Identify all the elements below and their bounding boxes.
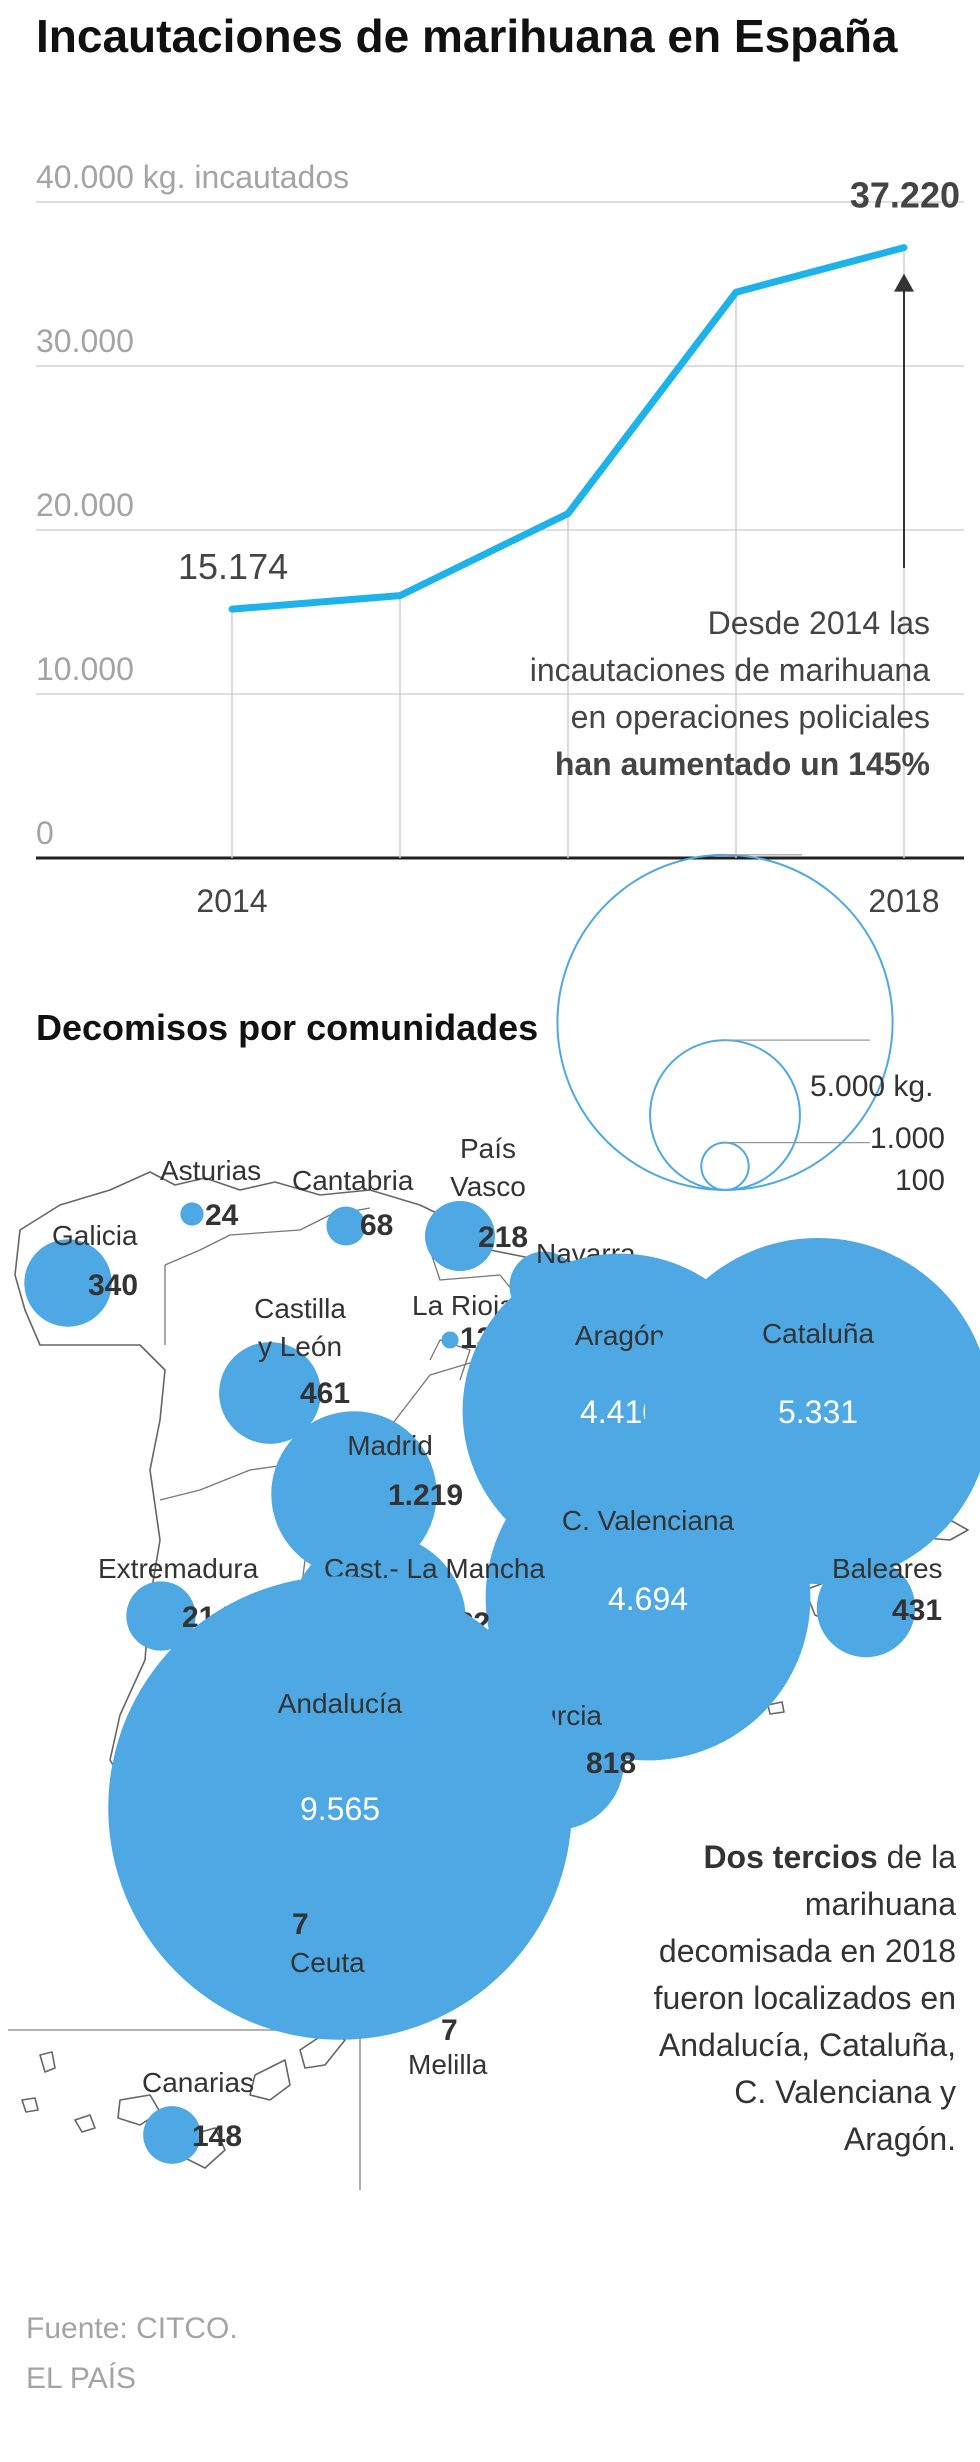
y-tick-label: 10.000: [36, 651, 134, 687]
region-value: 68: [360, 1209, 393, 1242]
bubble-país-vasco: [425, 1201, 495, 1271]
bubble-galicia: [24, 1239, 112, 1327]
region-value: 461: [300, 1377, 350, 1410]
region-name: Extremadura: [98, 1553, 259, 1584]
region-value: 5.331: [778, 1394, 858, 1430]
x-tick-label: 2018: [868, 883, 939, 919]
bubble-canarias: [143, 2106, 201, 2164]
region-value: 1.219: [388, 1479, 463, 1512]
summary-note: Dos tercios de la marihuana decomisada en…: [654, 1839, 957, 2157]
bubble-cantabria: [326, 1206, 366, 1246]
region-value: 218: [478, 1221, 528, 1254]
bubble-melilla: [448, 1968, 462, 1982]
region-value: 9.565: [300, 1791, 380, 1827]
arrow-head: [894, 273, 914, 292]
note-bold: Dos tercios: [703, 1839, 877, 1875]
region-value: 7: [441, 2014, 458, 2047]
region-name: Andalucía: [278, 1688, 403, 1719]
bubble-asturias: [180, 1202, 204, 1226]
region-name: Madrid: [347, 1430, 433, 1461]
region-name: y León: [258, 1331, 342, 1362]
annotation-bold-line: han aumentado un 145%: [555, 746, 930, 782]
region-value: 431: [892, 1594, 942, 1627]
bubble-legend: 5.000 kg. 1.000 100: [556, 853, 945, 1197]
region-bubbles: Galicia 340 Asturias 24 Cantabria 68 País Vasco…: [24, 1133, 980, 2164]
end-value-label: 37.220: [850, 175, 960, 216]
legend-label: 1.000: [870, 1122, 945, 1155]
bubble-extremadura: [126, 1581, 196, 1651]
note-line: C. Valenciana y: [734, 2074, 956, 2110]
y-tick-label: 20.000: [36, 487, 134, 523]
bubble-castilla-y-león: [219, 1342, 321, 1444]
bubble-ceuta: [258, 1919, 272, 1933]
legend-label: 5.000 kg.: [810, 1070, 933, 1103]
region-value: 818: [586, 1747, 636, 1780]
region-name: Aragón: [575, 1320, 665, 1351]
legend-label: 100: [895, 1164, 945, 1197]
legend-circle: [700, 1141, 750, 1192]
region-value: 340: [88, 1269, 138, 1302]
y-tick-label: 0: [36, 815, 54, 851]
note-first-rest: de la: [878, 1839, 956, 1875]
region-name: Galicia: [52, 1220, 138, 1251]
annotation-line: Desde 2014 las: [708, 605, 930, 641]
line-chart: 40.000 kg. incautados 30.000 20.000 10.000 0…: [36, 159, 964, 919]
annotation-line: incautaciones de marihuana: [530, 652, 930, 688]
region-value: 7: [292, 1908, 309, 1941]
note-first-line: Dos tercios de la: [703, 1839, 956, 1875]
region-name: País: [460, 1133, 516, 1164]
region-name: C. Valenciana: [562, 1505, 735, 1536]
note-line: fueron localizados en: [654, 1980, 956, 2016]
legend-circle: [649, 1039, 801, 1192]
bubble-madrid: [271, 1411, 437, 1577]
x-tick-label: 2014: [196, 883, 267, 919]
region-value: 148: [192, 2120, 242, 2153]
note-line: marihuana: [805, 1886, 956, 1922]
region-value: 24: [205, 1199, 239, 1232]
legend-circle: [556, 853, 894, 1192]
y-tick-label: 40.000 kg. incautados: [36, 159, 349, 195]
note-line: Andalucía, Cataluña,: [659, 2027, 956, 2063]
page-title: Incautaciones de marihuana en España: [36, 10, 898, 62]
region-name: Cataluña: [762, 1318, 875, 1349]
region-name: Asturias: [160, 1155, 261, 1186]
region-value: 4.694: [608, 1581, 688, 1617]
regions-subtitle: Decomisos por comunidades: [36, 1007, 538, 1048]
note-line: decomisada en 2018: [659, 1933, 956, 1969]
region-name: Castilla: [254, 1293, 346, 1324]
bubble-c-valenciana: [485, 1435, 811, 1761]
publisher-line: EL PAÍS: [26, 2362, 136, 2395]
source-line: Fuente: CITCO.: [26, 2312, 238, 2345]
region-name: Vasco: [450, 1171, 526, 1202]
note-line: Aragón.: [844, 2121, 956, 2157]
y-tick-label: 30.000: [36, 323, 134, 359]
region-name: Baleares: [832, 1553, 943, 1584]
region-name: Cantabria: [292, 1165, 414, 1196]
region-name: Ceuta: [290, 1947, 365, 1978]
start-value-label: 15.174: [178, 546, 288, 587]
series-line: [228, 244, 908, 613]
annotation-line: en operaciones policiales: [571, 699, 930, 735]
bubble-baleares: [816, 1558, 916, 1658]
region-name: Canarias: [142, 2067, 254, 2098]
region-name: Melilla: [408, 2049, 488, 2080]
bubble-la-rioja: [441, 1331, 459, 1349]
bubble-andalucía: [108, 1576, 572, 2040]
formentera-outline: [767, 1701, 785, 1715]
